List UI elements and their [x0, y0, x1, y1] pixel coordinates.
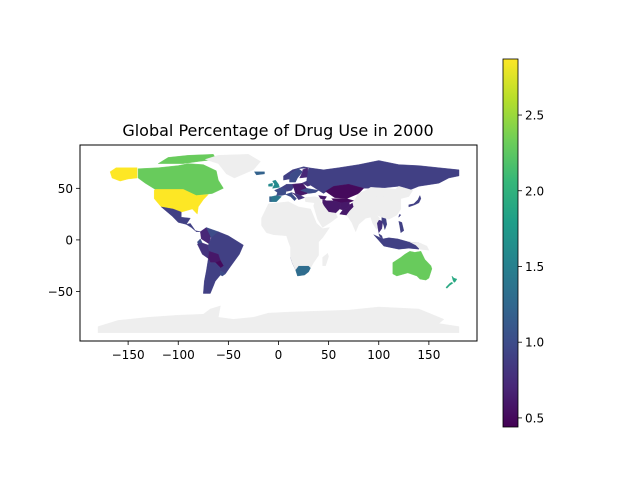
region-japan: [408, 195, 422, 208]
region-mexico: [161, 206, 191, 225]
region-madagascar: [322, 253, 329, 266]
region-new-zealand-north-island: [451, 275, 458, 283]
region-ukraine: [300, 188, 319, 194]
region-middle-east: [313, 201, 338, 228]
colorbar-tick-label: 2.0: [525, 184, 544, 198]
colorbar: 0.5 1.0 1.5 2.0 2.5: [502, 58, 544, 428]
x-tick-label: 50: [321, 348, 336, 362]
map-layer: [97, 154, 460, 333]
x-tick-label: −150: [112, 348, 145, 362]
region-sweden: [289, 168, 303, 183]
y-tick-label: 0: [65, 233, 73, 247]
region-caucasus: [318, 195, 327, 200]
region-philippines: [398, 221, 404, 233]
colorbar-gradient: [502, 58, 519, 428]
y-axis: 50 0 −50: [48, 182, 80, 299]
region-taiwan: [398, 213, 401, 218]
region-spain: [271, 195, 282, 202]
x-tick-label: 0: [275, 348, 283, 362]
colorbar-tick-label: 1.0: [525, 336, 544, 350]
region-alaska: [109, 167, 138, 182]
region-myanmar: [370, 210, 380, 230]
x-tick-label: 150: [417, 348, 440, 362]
region-greenland: [205, 154, 261, 179]
region-uruguay: [220, 270, 226, 277]
region-western-central-europe: [281, 184, 294, 192]
region-portugal: [269, 196, 272, 202]
region-thailand: [376, 219, 383, 233]
region-africa: [261, 201, 330, 270]
region-united-kingdom: [272, 179, 280, 189]
region-chile: [203, 258, 211, 294]
region-iceland: [254, 171, 265, 176]
x-axis: −150 −100 −50 0 50 100 150: [112, 341, 440, 362]
region-mongolia: [365, 187, 398, 197]
region-new-zealand-south-island: [445, 282, 454, 289]
colorbar-tick-label: 2.5: [525, 109, 544, 123]
region-iran: [322, 199, 341, 214]
region-ireland: [268, 183, 273, 187]
x-tick-label: −50: [216, 348, 241, 362]
region-antarctica: [97, 305, 460, 333]
region-eastern-europe: [292, 183, 308, 196]
colorbar-tick-label: 0.5: [525, 411, 544, 425]
region-papua-new-guinea: [409, 241, 430, 251]
region-australia: [392, 251, 433, 281]
x-tick-label: 100: [367, 348, 390, 362]
y-tick-label: 50: [58, 182, 73, 196]
colorbar-tick-label: 1.5: [525, 260, 544, 274]
region-balkans: [291, 192, 305, 200]
chart-title: Global Percentage of Drug Use in 2000: [122, 121, 433, 140]
x-tick-label: −100: [162, 348, 195, 362]
y-tick-label: −50: [48, 285, 73, 299]
